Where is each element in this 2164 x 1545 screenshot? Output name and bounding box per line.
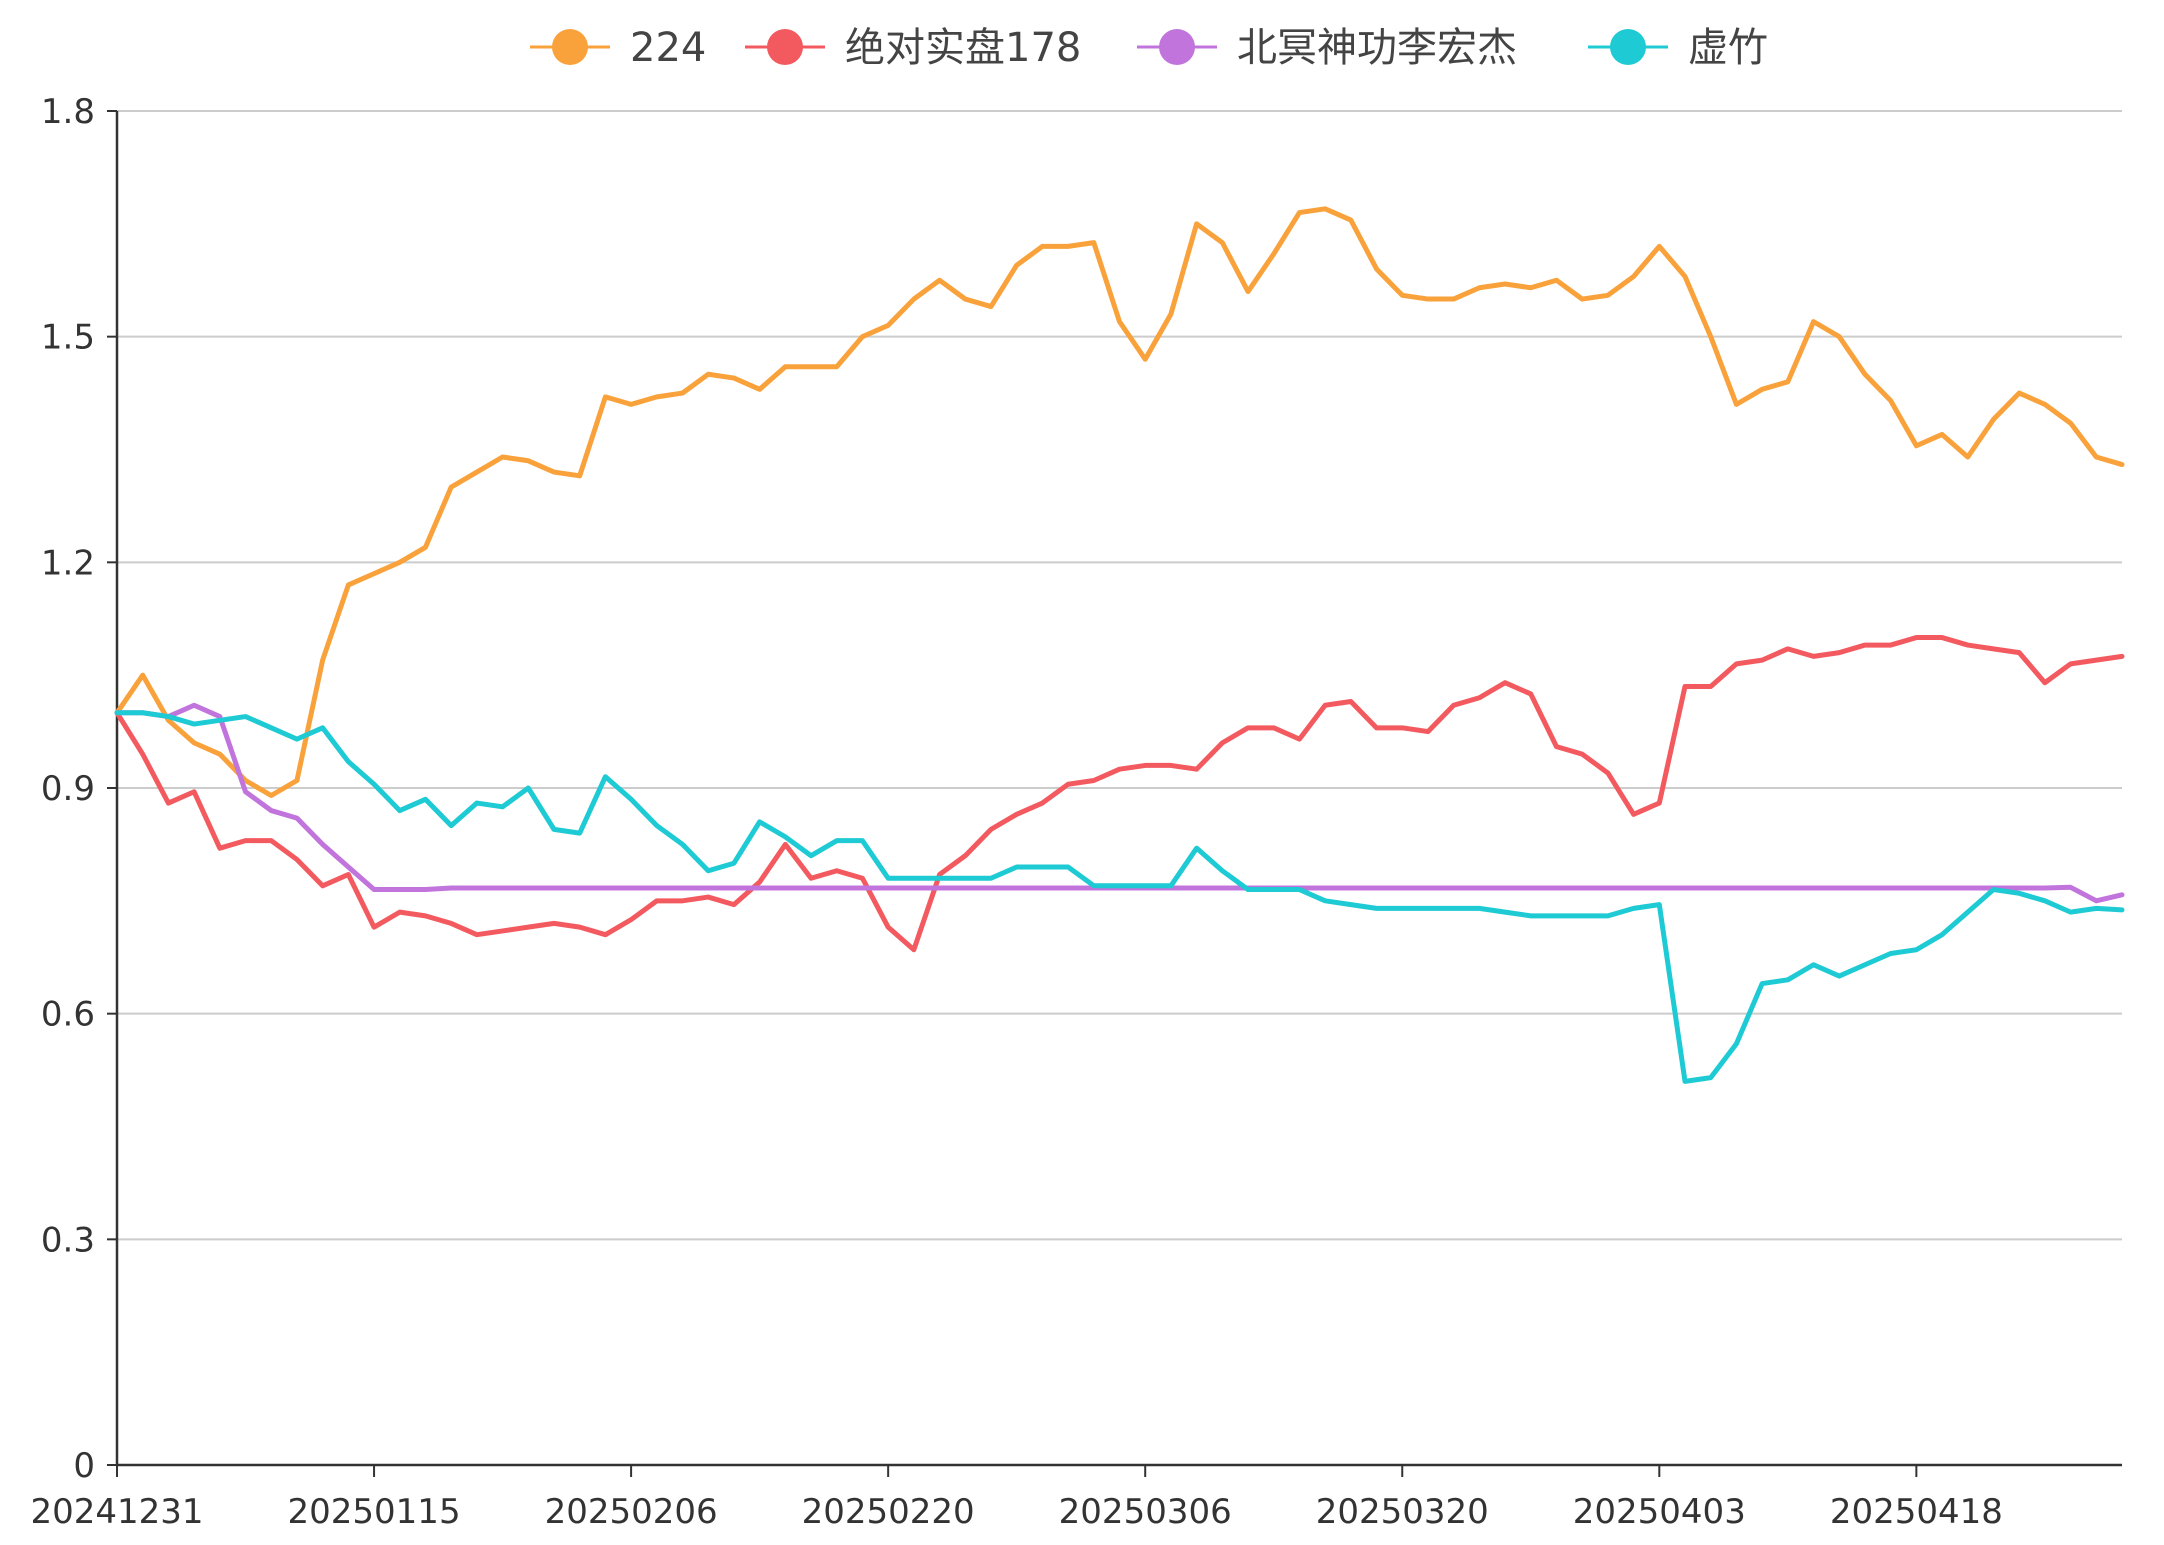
legend-label: 北冥神功李宏杰 [1237, 25, 1517, 71]
legend-label: 224 [630, 25, 706, 71]
x-tick-label: 20250306 [1059, 1492, 1232, 1532]
legend-label: 绝对实盘178 [845, 25, 1081, 71]
series-line-4 [114, 710, 2125, 1084]
legend-swatch-marker [767, 29, 803, 65]
x-tick-label: 20250115 [288, 1492, 461, 1532]
legend-item-1[interactable]: 224 [530, 25, 706, 71]
legend-item-4[interactable]: 虚竹 [1588, 25, 1768, 71]
y-tick-label: 0.3 [41, 1220, 95, 1260]
y-axis: 0 0.3 0.6 0.9 1.2 1.5 1.8 [41, 92, 119, 1486]
x-tick-label: 20241231 [30, 1492, 203, 1532]
x-tick-label: 20250220 [802, 1492, 975, 1532]
legend-swatch-marker [552, 29, 588, 65]
series-group [114, 206, 2125, 1084]
legend-item-3[interactable]: 北冥神功李宏杰 [1137, 25, 1517, 71]
series-line-2 [114, 635, 2125, 953]
x-tick-label: 20250403 [1573, 1492, 1746, 1532]
x-tick-label: 20250320 [1316, 1492, 1489, 1532]
legend-item-2[interactable]: 绝对实盘178 [745, 25, 1081, 71]
y-tick-label: 0.6 [41, 995, 95, 1035]
series-line-1 [114, 206, 2125, 799]
legend-label: 虚竹 [1688, 25, 1768, 71]
x-tick-label: 20250418 [1830, 1492, 2003, 1532]
y-tick-label: 0.9 [41, 769, 95, 809]
legend-swatch-marker [1159, 29, 1195, 65]
y-tick-label: 1.8 [41, 92, 95, 132]
y-tick-label: 0 [73, 1446, 95, 1486]
y-tick-label: 1.2 [41, 543, 95, 583]
legend[interactable]: 224 绝对实盘178 北冥神功李宏杰 虚竹 [530, 25, 1768, 71]
legend-swatch-marker [1610, 29, 1646, 65]
grid-lines [117, 110, 2122, 1241]
x-tick-label: 20250206 [545, 1492, 718, 1532]
y-tick-label: 1.5 [41, 318, 95, 358]
x-axis: 20241231 20250115 20250206 20250220 20250306… [30, 1463, 2122, 1532]
